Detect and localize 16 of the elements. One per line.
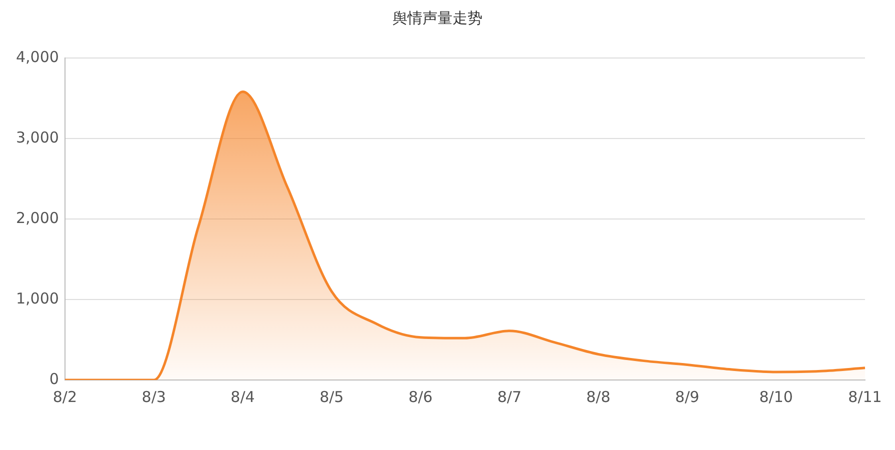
x-tick-label: 8/3 bbox=[142, 388, 166, 406]
y-tick-label: 0 bbox=[49, 370, 59, 388]
y-tick-label: 4,000 bbox=[16, 48, 59, 66]
y-tick-label: 1,000 bbox=[16, 289, 59, 308]
chart-title: 舆情声量走势 bbox=[392, 8, 482, 27]
x-tick-label: 8/10 bbox=[759, 388, 793, 406]
x-tick-label: 8/7 bbox=[497, 388, 522, 406]
x-tick-label: 8/4 bbox=[230, 388, 255, 406]
y-tick-label: 2,000 bbox=[16, 208, 59, 227]
x-tick-label: 8/9 bbox=[675, 388, 700, 406]
x-tick-label: 8/8 bbox=[586, 388, 610, 406]
x-tick-label: 8/5 bbox=[320, 388, 344, 406]
x-tick-label: 8/2 bbox=[52, 388, 78, 406]
x-tick-label: 8/11 bbox=[848, 388, 882, 406]
y-tick-label: 3,000 bbox=[16, 128, 59, 146]
x-tick-label: 8/6 bbox=[408, 388, 433, 406]
